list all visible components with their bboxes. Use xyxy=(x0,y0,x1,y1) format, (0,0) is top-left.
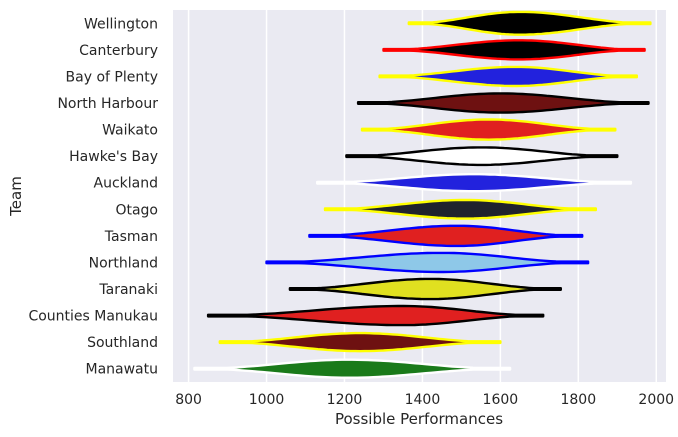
y-tick-labels: Wellington Canterbury Bay of Plenty North H… xyxy=(28,16,158,377)
x-tick-label: 1400 xyxy=(405,392,441,408)
x-tick-label: 800 xyxy=(175,392,202,408)
y-tick-label: Canterbury xyxy=(79,43,158,59)
y-tick-label: Counties Manukau xyxy=(28,309,158,325)
y-tick-label: Wellington xyxy=(84,16,158,32)
violin-taranaki xyxy=(288,277,562,301)
x-axis-label: Possible Performances xyxy=(335,410,503,428)
violin-southland xyxy=(218,331,502,353)
y-tick-label: Hawke's Bay xyxy=(69,149,158,165)
violins xyxy=(193,10,652,379)
x-tick-labels: 800 1000 1200 1400 1600 1800 2000 xyxy=(175,392,674,408)
violin-otago xyxy=(323,198,597,220)
y-tick-label: Auckland xyxy=(94,176,158,192)
y-tick-label: Bay of Plenty xyxy=(66,69,158,85)
violin-manawatu xyxy=(193,358,512,379)
violin-wellington xyxy=(407,10,652,36)
y-tick-label: Tasman xyxy=(104,229,158,245)
violin-auckland xyxy=(316,173,633,193)
x-tick-label: 1000 xyxy=(249,392,285,408)
violin-northland xyxy=(265,251,590,274)
x-tick-label: 1800 xyxy=(560,392,596,408)
y-tick-label: Waikato xyxy=(102,123,158,139)
x-tick-label: 2000 xyxy=(638,392,674,408)
y-axis-label: Team xyxy=(7,176,25,217)
x-tick-label: 1200 xyxy=(327,392,363,408)
violin-counties-manukau xyxy=(206,304,545,327)
plot-background xyxy=(173,10,666,382)
y-tick-label: Manawatu xyxy=(85,362,158,378)
violin-bay-of-plenty xyxy=(378,65,638,88)
y-tick-label: Otago xyxy=(115,202,158,218)
violin-hawke-s-bay xyxy=(345,146,619,167)
violin-north-harbour xyxy=(356,92,650,114)
violin-canterbury xyxy=(382,39,646,61)
y-tick-label: Northland xyxy=(89,255,158,271)
y-tick-label: Southland xyxy=(87,335,158,351)
y-tick-label: North Harbour xyxy=(57,96,158,112)
violin-tasman xyxy=(308,224,584,248)
violin-waikato xyxy=(360,118,617,141)
x-tick-label: 1600 xyxy=(483,392,519,408)
y-tick-label: Taranaki xyxy=(98,282,158,298)
